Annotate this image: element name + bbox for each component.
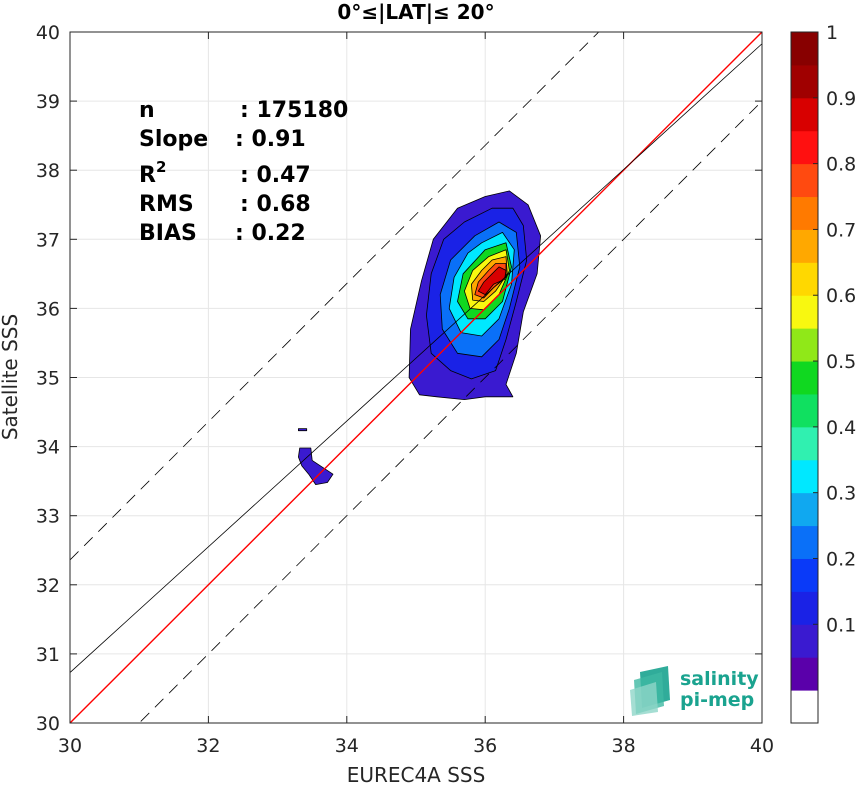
one-to-one-line	[70, 32, 762, 723]
x-tick-label: 32	[196, 735, 220, 757]
y-tick-label: 39	[36, 91, 60, 113]
colorbar-bin	[791, 591, 818, 625]
colorbar-bin	[791, 97, 818, 132]
colorbar: 0.1 0.2 0.3 0.4 0.5 0.6 0.7 0.8 0.9 1	[790, 22, 856, 724]
stat-value: : 0.47	[240, 163, 311, 188]
stat-value: : 0.22	[235, 221, 306, 246]
x-ticks: 30 32 34 36 38 40	[58, 32, 774, 757]
salinity-pi-mep-logo: salinity pi-mep	[630, 666, 759, 716]
plot-title: 0°≤|LAT|≤ 20°	[337, 0, 494, 24]
colorbar-bin	[791, 32, 818, 66]
colorbar-bin	[791, 163, 818, 198]
y-tick-label: 31	[36, 644, 60, 666]
stat-label: Slope	[139, 127, 208, 152]
y-ticks: 30 31 32 33 34 35 36 37 38 39 40	[36, 22, 762, 735]
colorbar-bin	[791, 393, 818, 428]
x-axis-label: EUREC4A SSS	[347, 763, 486, 786]
colorbar-bin	[791, 690, 818, 724]
y-tick-label: 35	[36, 368, 60, 390]
y-tick-label: 34	[36, 437, 60, 459]
x-tick-label: 36	[473, 735, 497, 757]
regression-line	[70, 43, 762, 673]
wave-logo-icon	[630, 666, 670, 716]
lower-bound-line	[138, 100, 762, 723]
colorbar-bin	[791, 624, 818, 658]
y-tick-label: 30	[36, 713, 60, 735]
colorbar-tick-label: 0.1	[826, 614, 856, 636]
colorbar-tick-label: 0.4	[826, 417, 856, 439]
colorbar-bin	[791, 130, 818, 165]
colorbar-tick-label: 0.7	[826, 219, 856, 241]
stat-value: : 175180	[240, 98, 348, 123]
colorbar-tick-label: 0.3	[826, 483, 856, 505]
colorbar-tick-label: 0.8	[826, 154, 856, 176]
upper-bound-line	[70, 32, 600, 561]
y-axis-label: Satellite SSS	[0, 314, 22, 440]
stat-value: : 0.68	[240, 192, 311, 217]
logo-line1: salinity	[680, 668, 759, 690]
colorbar-bin	[791, 229, 818, 263]
x-tick-label: 30	[58, 735, 82, 757]
colorbar-bin	[791, 64, 818, 99]
stat-label: RMS	[139, 192, 194, 217]
colorbar-bin	[791, 196, 818, 230]
colorbar-tick-label: 0.6	[826, 285, 856, 307]
density-contours	[298, 190, 541, 485]
x-tick-label: 40	[750, 735, 774, 757]
reference-lines	[70, 32, 762, 723]
stat-label: n	[139, 98, 155, 123]
y-tick-label: 40	[36, 22, 60, 44]
colorbar-tick-label: 1	[826, 22, 838, 44]
colorbar-tick-label: 0.2	[826, 548, 856, 570]
colorbar-tick-label: 0.5	[826, 351, 856, 373]
x-tick-label: 38	[612, 735, 636, 757]
stat-value: : 0.91	[235, 127, 306, 152]
colorbar-bin	[791, 361, 818, 395]
colorbar-bin	[791, 492, 818, 527]
density-contour-0.05	[298, 428, 308, 432]
density-contour-0.9	[477, 266, 507, 295]
colorbar-frame	[790, 31, 819, 724]
y-tick-label: 33	[36, 506, 60, 528]
colorbar-bin	[791, 657, 818, 691]
stat-label: BIAS	[139, 221, 197, 246]
y-tick-label: 32	[36, 575, 60, 597]
logo-line2: pi-mep	[680, 689, 754, 711]
colorbar-bin	[791, 295, 818, 329]
colorbar-bin	[791, 328, 818, 362]
colorbar-bin	[791, 426, 818, 461]
x-tick-label: 34	[335, 735, 359, 757]
colorbar-bin	[791, 262, 818, 296]
colorbar-bin	[791, 558, 818, 592]
y-tick-label: 38	[36, 160, 60, 182]
y-tick-label: 37	[36, 229, 60, 251]
colorbar-bin	[791, 525, 818, 559]
colorbar-tick-label: 0.9	[826, 88, 856, 110]
y-tick-label: 36	[36, 298, 60, 320]
colorbar-bin	[791, 459, 818, 494]
